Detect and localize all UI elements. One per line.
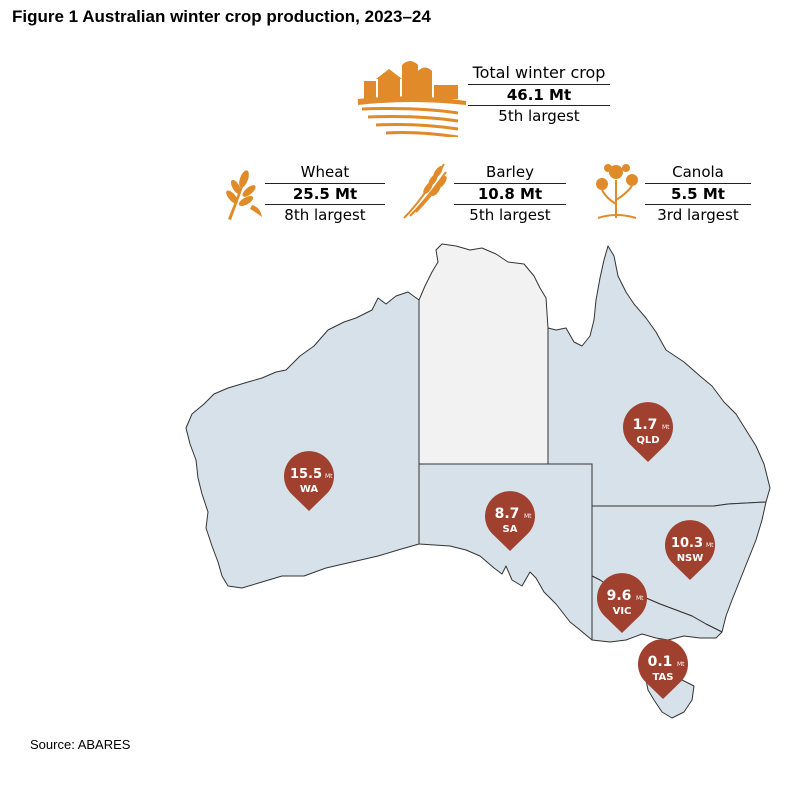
barley-icon xyxy=(403,163,447,219)
pin-marker-icon xyxy=(664,520,715,580)
wheat-value: 25.5 Mt xyxy=(265,183,385,205)
farm-silo-icon xyxy=(358,61,466,137)
pin-unit: Mt xyxy=(706,542,714,549)
total-rank: 5th largest xyxy=(498,107,580,125)
wheat-stat: Wheat 25.5 Mt 8th largest xyxy=(265,162,385,225)
pin-state-code: NSW xyxy=(677,553,704,564)
pin-unit: Mt xyxy=(524,513,532,520)
pin-value: 0.1 xyxy=(648,654,673,670)
canola-label: Canola xyxy=(672,163,724,181)
pin-marker-icon xyxy=(484,491,535,551)
pin-marker-icon xyxy=(596,573,647,633)
pin-value: 10.3 xyxy=(671,536,703,551)
pin-unit: Mt xyxy=(636,595,644,602)
pin-state-code: WA xyxy=(300,484,319,495)
pin-value: 8.7 xyxy=(495,506,520,522)
wheat-label: Wheat xyxy=(300,163,350,181)
barley-rank: 5th largest xyxy=(469,206,551,224)
pin-state-code: TAS xyxy=(653,672,674,683)
total-label: Total winter crop xyxy=(472,63,606,82)
pin-marker-icon xyxy=(638,639,688,699)
pin-state-code: SA xyxy=(503,524,518,535)
pin-marker-icon xyxy=(622,402,673,462)
pin-unit: Mt xyxy=(677,661,685,668)
figure-title: Figure 1 Australian winter crop producti… xyxy=(12,7,431,26)
pin-value: 9.6 xyxy=(607,588,632,604)
pin-vic: 9.6 Mt VIC xyxy=(596,573,647,633)
barley-value: 10.8 Mt xyxy=(454,183,566,205)
canola-value: 5.5 Mt xyxy=(645,183,751,205)
pin-unit: Mt xyxy=(662,424,670,431)
canola-icon xyxy=(596,164,638,219)
region-wa xyxy=(185,291,420,589)
canola-stat: Canola 5.5 Mt 3rd largest xyxy=(645,162,751,225)
barley-label: Barley xyxy=(486,163,534,181)
region-sa xyxy=(418,463,593,641)
canola-rank: 3rd largest xyxy=(657,206,739,224)
total-value: 46.1 Mt xyxy=(468,84,610,106)
wheat-rank: 8th largest xyxy=(284,206,366,224)
wheat-icon xyxy=(226,170,262,220)
pin-wa: 15.5 Mt WA xyxy=(284,451,334,511)
pin-state-code: QLD xyxy=(636,435,659,446)
region-nt xyxy=(418,243,549,465)
pin-sa: 8.7 Mt SA xyxy=(484,491,535,551)
pin-value: 15.5 xyxy=(290,467,322,482)
source-note: Source: ABARES xyxy=(30,737,131,752)
pin-value: 1.7 xyxy=(633,417,658,433)
pin-unit: Mt xyxy=(325,473,333,480)
pin-state-code: VIC xyxy=(613,606,632,617)
barley-stat: Barley 10.8 Mt 5th largest xyxy=(454,162,566,225)
total-winter-crop-stat: Total winter crop 46.1 Mt 5th largest xyxy=(468,62,610,126)
pin-marker-icon xyxy=(284,451,334,511)
